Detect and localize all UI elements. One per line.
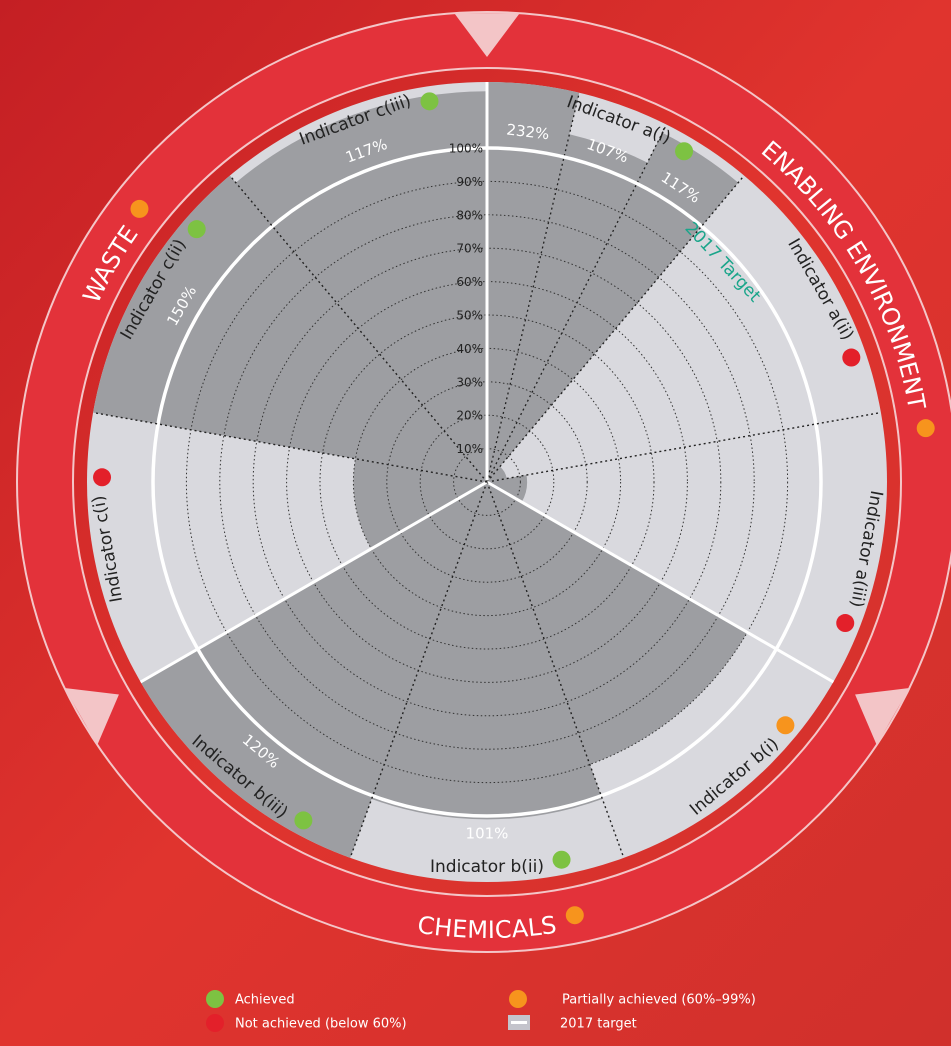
legend-label: Achieved	[235, 993, 295, 1008]
bar	[487, 134, 648, 482]
status-dot	[420, 92, 439, 111]
status-dot	[187, 220, 206, 239]
sector-divider	[486, 481, 625, 859]
value-label: 101%	[466, 825, 509, 843]
r-tick-label: 100%	[449, 142, 483, 156]
r-tick-label: 90%	[456, 175, 483, 189]
sector-divider	[229, 175, 488, 483]
status-dot	[93, 468, 112, 487]
group-status-dot	[130, 199, 149, 218]
legend-label: Not achieved (below 60%)	[235, 1017, 407, 1032]
grid-ring	[419, 414, 555, 550]
legend-swatch	[206, 990, 224, 1008]
bar	[487, 466, 507, 482]
indicator-label: Indicator b(ii)	[430, 857, 544, 877]
bar	[487, 475, 528, 503]
legend-swatch	[509, 990, 527, 1008]
bar	[235, 91, 487, 482]
grid-ring	[185, 180, 789, 784]
group-status-dot	[916, 419, 935, 438]
r-tick-label: 70%	[456, 242, 483, 256]
sub-divider	[486, 92, 580, 483]
grid-ring	[219, 214, 755, 750]
status-dot	[675, 142, 694, 161]
status-dot	[294, 811, 313, 830]
ring-edge	[16, 11, 951, 953]
r-tick-label: 60%	[456, 275, 483, 289]
group-divider	[486, 480, 835, 684]
bar	[487, 82, 666, 482]
group-marker	[64, 688, 119, 745]
group-marker	[855, 688, 910, 745]
value-label: 232%	[506, 120, 551, 143]
legend-label: 2017 target	[560, 1017, 637, 1032]
status-dot	[552, 850, 571, 869]
bar	[139, 482, 487, 859]
group-marker	[454, 13, 520, 57]
group-divider	[139, 480, 488, 684]
r-tick-label: 50%	[456, 309, 483, 323]
legend-label: Partially achieved (60%–99%)	[562, 993, 756, 1008]
group-label: CHEMICALS	[416, 911, 558, 944]
sector-divider	[349, 481, 488, 859]
bar	[371, 482, 603, 820]
group-label-text: CHEMICALS	[416, 911, 558, 944]
r-tick-label: 40%	[456, 342, 483, 356]
status-dot	[776, 716, 795, 735]
ring-edge	[72, 67, 902, 897]
status-dot	[836, 614, 855, 633]
status-dot	[842, 348, 861, 367]
r-tick-label: 80%	[456, 208, 483, 222]
r-tick-label: 20%	[456, 409, 483, 423]
group-status-dot	[565, 906, 584, 925]
grid-ring	[386, 381, 588, 583]
r-tick-label: 30%	[456, 375, 483, 389]
grid-ring	[286, 281, 688, 683]
sector-divider	[92, 411, 488, 483]
r-tick-label: 10%	[456, 442, 483, 456]
legend-swatch	[206, 1014, 224, 1032]
bar	[487, 482, 748, 765]
bar	[487, 132, 739, 482]
sector-divider	[486, 175, 745, 483]
grid-ring	[319, 314, 655, 650]
sector-divider	[486, 411, 882, 483]
